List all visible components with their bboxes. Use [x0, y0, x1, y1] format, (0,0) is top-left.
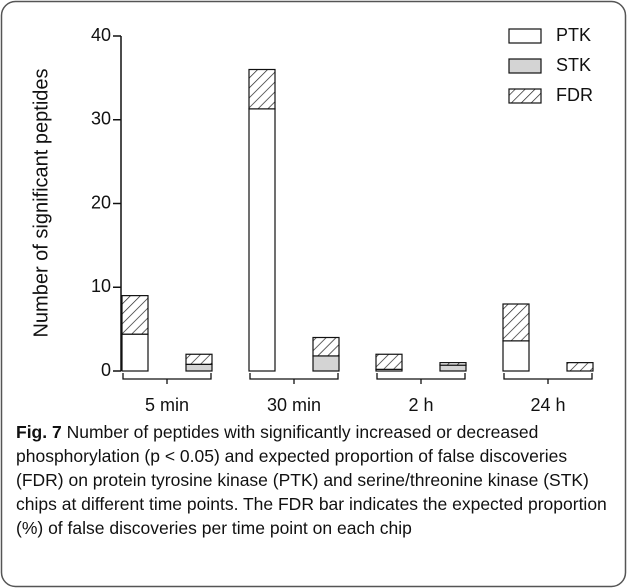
y-tick-label: 20 [91, 192, 111, 212]
bar-ptk [502, 340, 530, 372]
legend-swatch [508, 28, 542, 44]
legend-swatch [508, 88, 542, 104]
bar-stk [312, 355, 340, 372]
y-tick-label: 10 [91, 276, 111, 296]
bar-fdr [185, 353, 213, 365]
y-tick-label: 30 [91, 109, 111, 129]
group-bracket [122, 373, 212, 384]
x-tick-label: 2 h [408, 395, 433, 415]
bar-stk [439, 364, 467, 372]
bar-fdr [566, 362, 594, 372]
caption-text: Number of peptides with significantly in… [16, 422, 607, 538]
legend-label: PTK [556, 25, 591, 45]
caption: Fig. 7 Number of peptides with significa… [16, 420, 614, 540]
bar-fdr [121, 295, 149, 335]
y-tick-label: 40 [91, 25, 111, 45]
bar-ptk [121, 333, 149, 372]
group-bracket [249, 373, 339, 384]
y-tick-label: 0 [101, 360, 111, 380]
y-axis-label: Number of significant peptides [30, 68, 52, 337]
bar-fdr [248, 68, 276, 110]
bar-ptk [248, 108, 276, 372]
group-bracket [376, 373, 466, 384]
bar-fdr [312, 336, 340, 357]
x-tick-label: 30 min [267, 395, 321, 415]
group-bracket [503, 373, 593, 384]
legend-label: FDR [556, 85, 593, 105]
bar-stk [185, 363, 213, 372]
caption-label: Fig. 7 [16, 422, 62, 442]
legend-swatch [508, 58, 542, 74]
bar-fdr [502, 303, 530, 342]
bar-fdr [439, 362, 467, 366]
bar-fdr [375, 353, 403, 370]
x-tick-label: 24 h [530, 395, 565, 415]
legend-label: STK [556, 55, 591, 75]
x-tick-label: 5 min [145, 395, 189, 415]
